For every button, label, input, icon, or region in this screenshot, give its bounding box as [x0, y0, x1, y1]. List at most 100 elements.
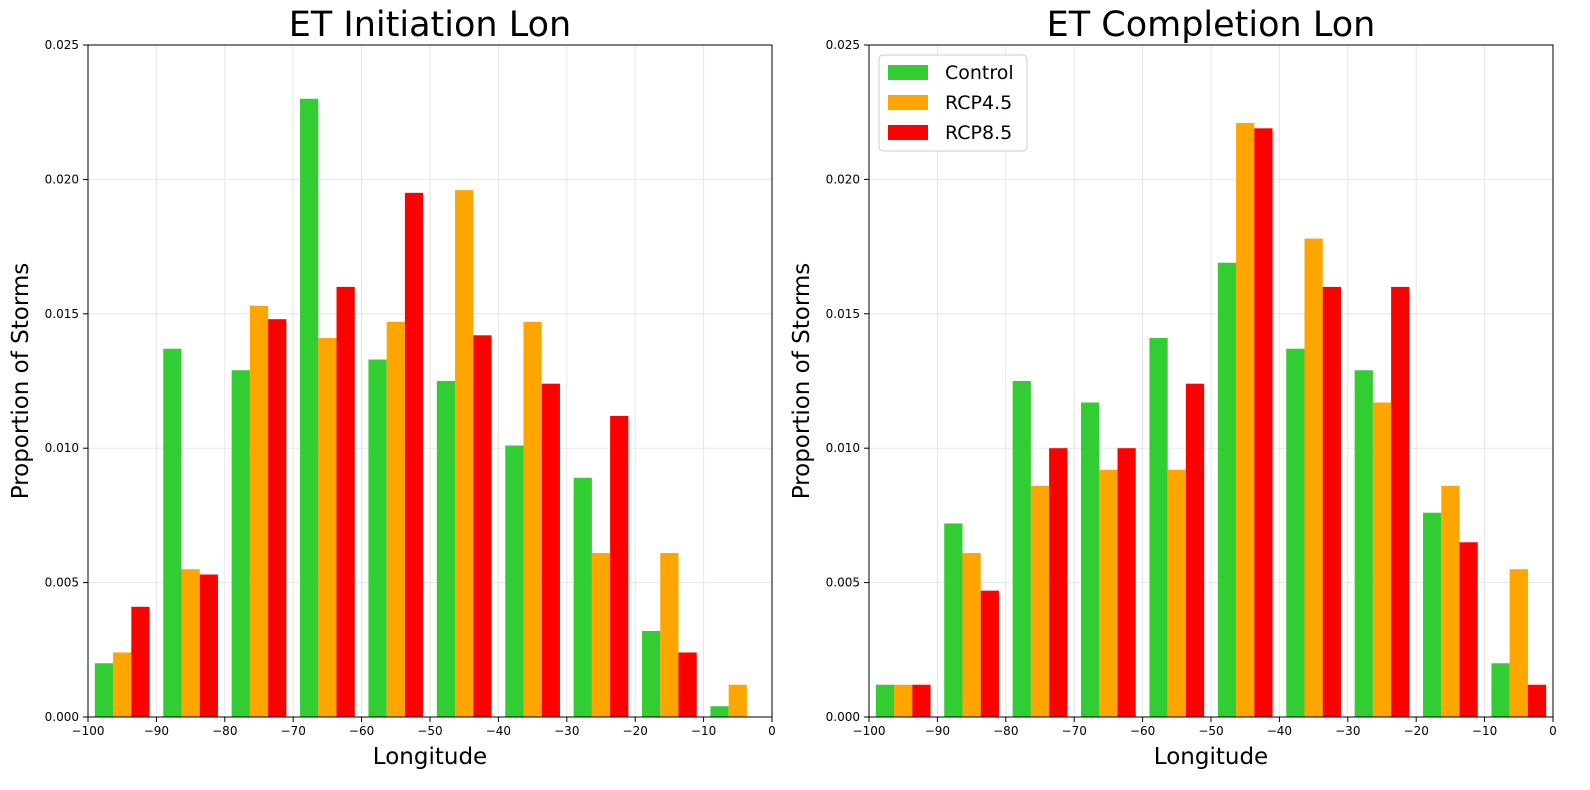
x-axis-label: Longitude [1154, 744, 1268, 770]
x-tick-label: −20 [1404, 724, 1429, 738]
bar-rcp45-8 [1441, 485, 1460, 717]
bar-control-5 [436, 381, 456, 717]
bar-control-6 [1286, 348, 1305, 717]
bar-control-0 [94, 663, 114, 717]
bar-control-9 [710, 706, 729, 717]
bar-rcp45-4 [1167, 469, 1186, 717]
bar-rcp85-4 [404, 192, 424, 718]
y-tick-label: 0.000 [826, 710, 860, 724]
bar-control-0 [875, 684, 895, 717]
bar-rcp85-4 [1185, 383, 1205, 717]
bar-rcp85-8 [1459, 542, 1478, 717]
y-tick-label: 0.005 [826, 576, 860, 590]
bar-rcp85-2 [1049, 448, 1068, 717]
x-tick-label: −50 [417, 724, 442, 738]
bar-rcp45-6 [1304, 238, 1323, 717]
x-tick-label: −80 [212, 724, 237, 738]
bar-rcp45-4 [386, 321, 405, 717]
x-tick-label: −90 [925, 724, 950, 738]
bar-control-7 [1354, 370, 1373, 717]
x-tick-label: −60 [1130, 724, 1155, 738]
legend-label: RCP8.5 [945, 122, 1012, 144]
x-tick-label: −100 [72, 724, 105, 738]
bar-rcp45-8 [660, 553, 679, 717]
y-tick-label: 0.015 [826, 307, 860, 321]
x-tick-label: −10 [691, 724, 716, 738]
y-tick-label: 0.025 [45, 38, 79, 52]
x-tick-label: −40 [486, 724, 511, 738]
bar-rcp85-2 [268, 319, 287, 717]
bar-rcp85-3 [1117, 448, 1136, 717]
bar-rcp85-0 [131, 606, 150, 717]
x-tick-label: 0 [1549, 724, 1557, 738]
y-tick-label: 0.010 [45, 441, 79, 455]
chart-title: ET Completion Lon [1047, 5, 1376, 45]
y-tick-label: 0.000 [45, 710, 79, 724]
bar-rcp45-3 [318, 337, 337, 717]
bar-rcp85-1 [199, 574, 218, 717]
bar-rcp45-1 [962, 553, 981, 717]
bar-control-8 [642, 630, 661, 717]
x-tick-label: −20 [623, 724, 648, 738]
x-tick-label: 0 [768, 724, 776, 738]
x-axis-label: Longitude [373, 744, 487, 770]
bar-rcp85-8 [678, 652, 697, 717]
bar-rcp85-0 [912, 684, 931, 717]
legend-swatch-rcp85 [888, 125, 928, 140]
y-tick-label: 0.005 [45, 576, 79, 590]
chart-title: ET Initiation Lon [289, 5, 571, 45]
legend-label: RCP4.5 [945, 92, 1012, 114]
bar-rcp45-0 [894, 684, 913, 717]
bar-control-1 [944, 523, 963, 717]
bar-rcp85-7 [1391, 286, 1410, 717]
bar-rcp45-2 [1030, 485, 1050, 717]
bar-rcp45-7 [1372, 402, 1392, 717]
bar-rcp45-9 [728, 684, 747, 717]
bar-rcp45-1 [181, 569, 200, 717]
bar-control-4 [1149, 337, 1168, 717]
x-tick-label: −70 [281, 724, 306, 738]
bar-rcp85-5 [473, 335, 492, 717]
bar-control-7 [573, 477, 592, 717]
bar-control-5 [1217, 262, 1237, 717]
y-tick-label: 0.020 [826, 172, 860, 186]
x-tick-label: −30 [1335, 724, 1360, 738]
bar-rcp45-5 [455, 190, 474, 718]
bar-rcp85-9 [1527, 684, 1547, 717]
y-axis-label: Proportion of Storms [8, 263, 34, 500]
bar-rcp45-2 [249, 305, 269, 717]
bar-control-3 [1081, 402, 1100, 717]
bar-rcp85-6 [1322, 286, 1341, 717]
bar-rcp45-6 [523, 321, 542, 717]
legend-swatch-control [888, 65, 928, 80]
legend-label: Control [945, 62, 1014, 84]
x-tick-label: −80 [993, 724, 1018, 738]
bar-control-3 [300, 98, 319, 717]
x-tick-label: −10 [1472, 724, 1497, 738]
bar-rcp45-9 [1509, 569, 1528, 717]
x-tick-label: −60 [349, 724, 374, 738]
y-tick-label: 0.025 [826, 38, 860, 52]
y-tick-label: 0.020 [45, 172, 79, 186]
bar-control-8 [1423, 512, 1442, 717]
bar-control-1 [163, 348, 182, 717]
bar-control-6 [505, 445, 524, 717]
bar-rcp45-7 [591, 553, 611, 717]
bar-rcp45-0 [113, 652, 132, 717]
bar-rcp85-6 [541, 383, 560, 717]
bar-rcp45-5 [1236, 122, 1255, 717]
x-tick-label: −40 [1267, 724, 1292, 738]
bar-rcp85-3 [336, 286, 355, 717]
x-tick-label: −50 [1198, 724, 1223, 738]
x-tick-label: −100 [853, 724, 886, 738]
bar-control-2 [1012, 381, 1031, 717]
x-tick-label: −30 [554, 724, 579, 738]
y-axis-label: Proportion of Storms [789, 263, 815, 500]
x-tick-label: −70 [1062, 724, 1087, 738]
bar-rcp85-5 [1254, 128, 1273, 717]
bar-rcp45-3 [1099, 469, 1118, 717]
bar-rcp85-7 [610, 415, 629, 717]
bar-control-4 [368, 359, 387, 717]
x-tick-label: −90 [144, 724, 169, 738]
